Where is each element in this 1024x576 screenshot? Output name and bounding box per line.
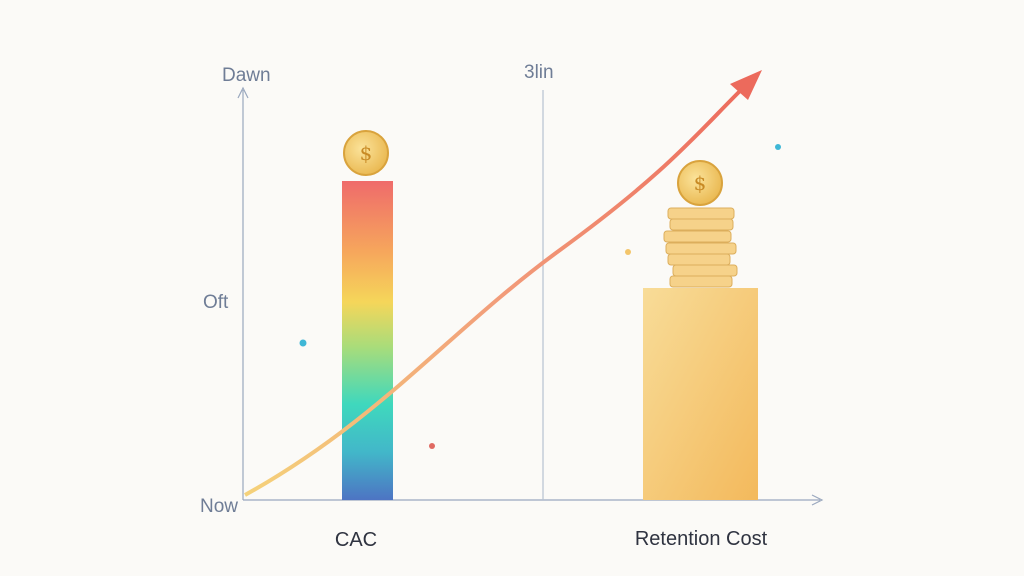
bar-label: Retention Cost: [635, 528, 768, 550]
arrow-head: [730, 70, 762, 100]
dots: [299, 144, 781, 449]
retention-bar: [643, 288, 758, 500]
svg-text:$: $: [360, 141, 373, 165]
coins: [343, 130, 723, 206]
y-label-bottom: Now: [200, 496, 238, 517]
cac-bar: [342, 181, 393, 500]
svg-text:$: $: [694, 171, 707, 195]
divider-label: 3lin: [524, 62, 554, 83]
coin-stack: [663, 207, 738, 288]
y-label-top: Dawn: [222, 65, 271, 86]
bar-label: CAC: [335, 529, 377, 551]
coin-symbols: $$: [360, 141, 707, 195]
growth-arrow: [244, 84, 747, 497]
y-label-middle: Oft: [203, 292, 229, 313]
